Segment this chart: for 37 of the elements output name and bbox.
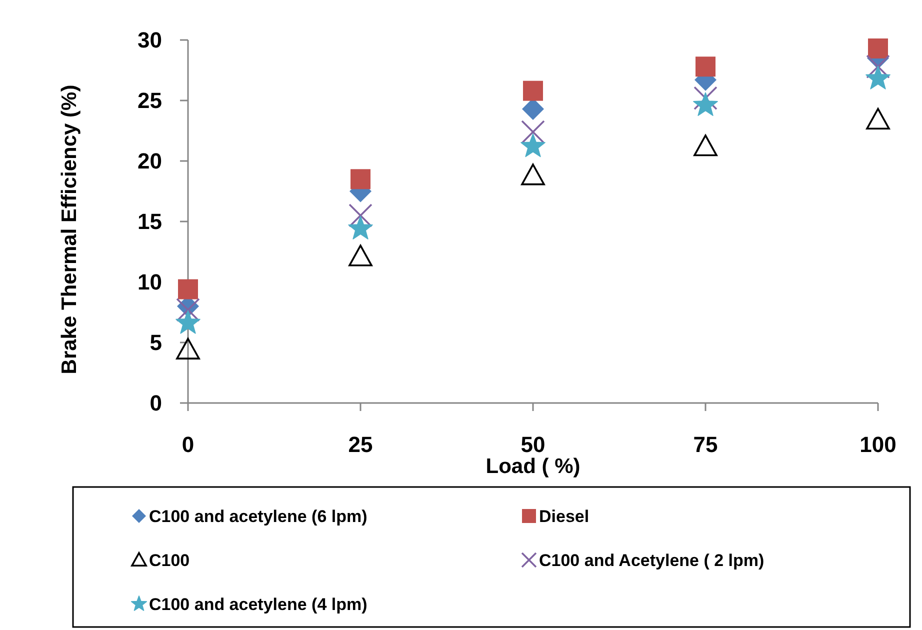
point xyxy=(521,164,545,186)
y-tick-label: 30 xyxy=(138,28,162,53)
point xyxy=(348,204,372,228)
y-tick-label: 25 xyxy=(138,88,162,114)
legend-label: Diesel xyxy=(539,506,590,526)
point xyxy=(348,244,372,266)
y-tick-label: 15 xyxy=(138,209,162,234)
point xyxy=(866,66,890,90)
legend-label: C100 and acetylene (6 lpm) xyxy=(149,506,368,526)
x-tick-label: 100 xyxy=(860,432,896,457)
y-tick-label: 10 xyxy=(138,270,162,295)
point xyxy=(693,92,718,116)
point xyxy=(521,120,545,144)
x-tick-label: 50 xyxy=(520,432,546,457)
y-axis-title: Brake Thermal Efficiency (%) xyxy=(58,84,81,374)
point xyxy=(348,216,373,240)
point xyxy=(178,279,198,300)
x-axis-title: Load ( %) xyxy=(486,455,580,478)
point xyxy=(866,108,890,130)
legend-label: C100 and Acetylene ( 2 lpm) xyxy=(539,550,764,570)
x-tick-label: 75 xyxy=(693,432,718,457)
x-tick-label: 0 xyxy=(182,432,194,457)
point xyxy=(696,56,716,77)
point xyxy=(694,134,718,156)
point xyxy=(176,310,200,334)
point xyxy=(176,338,200,360)
point xyxy=(868,38,888,58)
y-tick-label: 0 xyxy=(150,390,162,416)
legend-label: C100 and acetylene (4 lpm) xyxy=(149,594,368,614)
y-tick-label: 20 xyxy=(138,148,162,174)
y-tick-label: 5 xyxy=(150,330,162,356)
point xyxy=(350,169,370,190)
legend-label: C100 xyxy=(149,550,190,570)
point xyxy=(520,133,546,158)
point xyxy=(523,80,543,101)
x-tick-label: 25 xyxy=(348,432,373,457)
point xyxy=(176,298,200,322)
